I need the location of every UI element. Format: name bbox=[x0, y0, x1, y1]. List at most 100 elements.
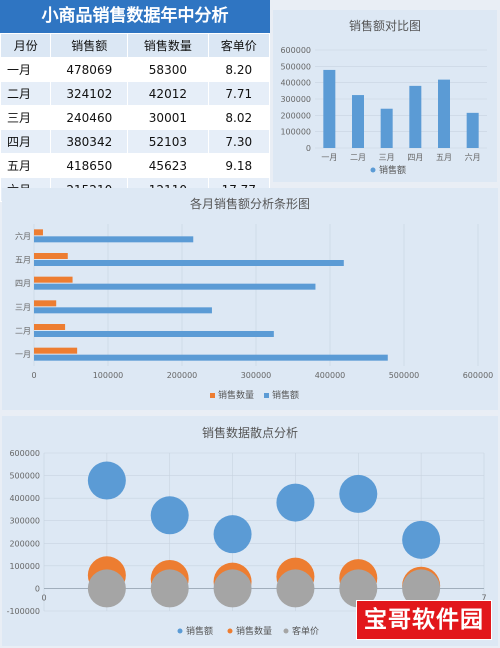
monthly-bar-chart-panel: 各月销售额分析条形图 0 100000 200000 300000 400000 50000… bbox=[2, 188, 498, 410]
legend-marker bbox=[264, 393, 269, 398]
sales-table: 月份 销售额 销售数量 客单价 一月 478069 58300 8.20 二月 … bbox=[0, 33, 271, 202]
cell-sales: 418650 bbox=[50, 153, 129, 178]
bar-sales bbox=[34, 307, 212, 314]
x-tick-label: 一月 bbox=[321, 153, 337, 162]
legend-marker bbox=[177, 628, 183, 634]
cell-quantity: 45623 bbox=[127, 153, 209, 178]
y-tick-label: 400000 bbox=[280, 79, 311, 88]
legend-label: 客单价 bbox=[292, 625, 319, 637]
bubble-sales bbox=[87, 461, 126, 500]
bar-sales bbox=[34, 354, 388, 361]
y-tick-label: 四月 bbox=[15, 279, 31, 288]
bar-quantity bbox=[34, 276, 73, 283]
y-tick-label: 100000 bbox=[9, 562, 40, 571]
legend-label: 销售额 bbox=[379, 164, 406, 176]
bubble-sales bbox=[276, 483, 315, 522]
x-tick-label: 7 bbox=[481, 593, 486, 602]
y-tick-label: -100000 bbox=[7, 607, 40, 616]
header-unit-price: 客单价 bbox=[207, 33, 271, 58]
bubble-unit-price bbox=[276, 569, 315, 608]
bar-sales bbox=[34, 283, 316, 290]
bar-sales bbox=[34, 331, 274, 337]
header-month: 月份 bbox=[0, 33, 52, 58]
monthly-horizontal-bar-chart: 各月销售额分析条形图 0 100000 200000 300000 400000 50000… bbox=[15, 196, 494, 401]
site-watermark-logo: 宝哥软件园 bbox=[356, 600, 492, 640]
table-row: 一月 478069 58300 8.20 bbox=[0, 57, 271, 82]
cell-month: 二月 bbox=[0, 81, 52, 106]
y-tick-label: 五月 bbox=[15, 256, 31, 265]
bar-quantity bbox=[34, 229, 43, 236]
y-tick-label: 0 bbox=[35, 584, 40, 593]
legend-marker bbox=[227, 628, 233, 634]
cell-quantity: 42012 bbox=[127, 81, 209, 106]
y-tick-label: 六月 bbox=[15, 231, 31, 241]
cell-sales: 478069 bbox=[50, 57, 129, 82]
bar bbox=[323, 69, 336, 148]
legend-label: 销售额 bbox=[272, 389, 299, 401]
sales-comparison-chart-panel: 销售额对比图 0 100000 200000 300000 400000 500000 600… bbox=[273, 10, 497, 182]
bubble-sales bbox=[213, 515, 252, 554]
table-header-row: 月份 销售额 销售数量 客单价 bbox=[0, 33, 271, 58]
y-tick-label: 三月 bbox=[15, 303, 31, 312]
cell-quantity: 30001 bbox=[127, 105, 209, 130]
x-tick-label: 二月 bbox=[350, 153, 366, 162]
legend-marker bbox=[283, 628, 289, 634]
legend-marker bbox=[370, 167, 376, 173]
bar-quantity bbox=[34, 324, 66, 330]
chart-title: 销售额对比图 bbox=[349, 18, 421, 33]
y-tick-label: 300000 bbox=[280, 95, 311, 104]
table-row: 三月 240460 30001 8.02 bbox=[0, 105, 271, 130]
chart-title: 各月销售额分析条形图 bbox=[190, 196, 310, 211]
bubble-unit-price bbox=[150, 569, 189, 608]
y-tick-label: 二月 bbox=[15, 327, 31, 336]
bubble-sales bbox=[402, 520, 441, 559]
x-tick-label: 200000 bbox=[167, 371, 198, 380]
bar-quantity bbox=[34, 347, 78, 354]
sales-scatter-chart: 销售数据散点分析-1000000100000200000300000400000… bbox=[7, 425, 487, 637]
y-tick-label: 500000 bbox=[9, 472, 40, 481]
y-tick-label: 200000 bbox=[280, 111, 311, 120]
header-sales: 销售额 bbox=[50, 33, 129, 58]
header-quantity: 销售数量 bbox=[127, 33, 209, 58]
bar-quantity bbox=[34, 300, 57, 307]
cell-quantity: 58300 bbox=[127, 57, 209, 82]
chart-title: 销售数据散点分析 bbox=[202, 425, 298, 440]
scatter-chart-panel: 销售数据散点分析 -100000 0 100000 200000 300000 400000… bbox=[2, 416, 498, 646]
y-tick-label: 600000 bbox=[280, 46, 311, 55]
x-tick-label: 五月 bbox=[436, 153, 452, 162]
cell-sales: 240460 bbox=[50, 105, 129, 130]
legend-label: 销售数量 bbox=[236, 625, 272, 637]
sales-comparison-chart: 销售额对比图 0 100000 200000 300000 400000 500000 600… bbox=[280, 18, 487, 176]
table-row: 五月 418650 45623 9.18 bbox=[0, 153, 271, 178]
x-tick-label: 300000 bbox=[241, 371, 272, 380]
bar bbox=[409, 85, 422, 148]
x-tick-label: 六月 bbox=[465, 152, 481, 162]
x-tick-label: 500000 bbox=[389, 371, 420, 380]
bar-quantity bbox=[34, 253, 68, 259]
bubble-unit-price bbox=[87, 569, 126, 608]
bar bbox=[380, 108, 393, 148]
table-row: 四月 380342 52103 7.30 bbox=[0, 129, 271, 154]
x-tick-label: 三月 bbox=[379, 153, 395, 162]
x-tick-label: 600000 bbox=[463, 371, 494, 380]
y-tick-label: 一月 bbox=[15, 350, 31, 359]
legend-marker bbox=[210, 393, 215, 398]
x-tick-label: 0 bbox=[41, 593, 46, 602]
bar bbox=[466, 112, 479, 148]
table-row: 二月 324102 42012 7.71 bbox=[0, 81, 271, 106]
cell-month: 三月 bbox=[0, 105, 52, 130]
y-tick-label: 200000 bbox=[9, 539, 40, 548]
y-tick-label: 300000 bbox=[9, 517, 40, 526]
x-tick-label: 0 bbox=[31, 371, 36, 380]
x-tick-label: 400000 bbox=[315, 371, 346, 380]
y-tick-label: 600000 bbox=[9, 449, 40, 458]
bar-sales bbox=[34, 236, 194, 243]
cell-unit-price: 7.71 bbox=[207, 81, 271, 106]
cell-sales: 324102 bbox=[50, 81, 129, 106]
legend-label: 销售数量 bbox=[218, 389, 254, 401]
bar bbox=[352, 95, 364, 148]
sales-table-panel: 小商品销售数据年中分析 月份 销售额 销售数量 客单价 一月 478069 58… bbox=[0, 0, 271, 202]
cell-month: 四月 bbox=[0, 129, 52, 154]
cell-unit-price: 8.20 bbox=[207, 57, 271, 82]
bubble-unit-price bbox=[339, 569, 378, 608]
